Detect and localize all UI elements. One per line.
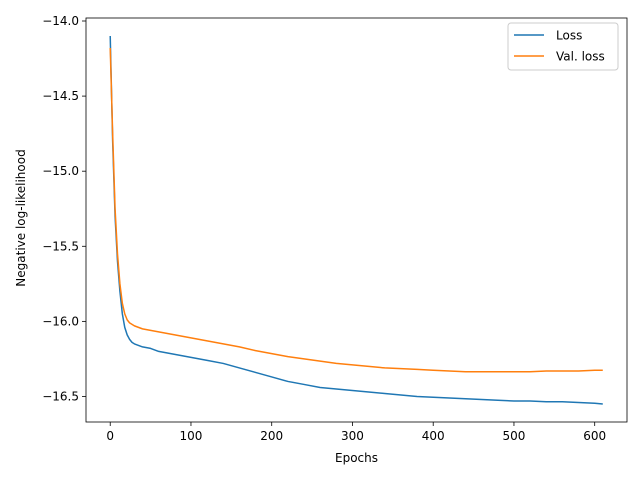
y-tick-label: −16.0 xyxy=(42,314,79,328)
plot-area xyxy=(86,18,627,422)
y-tick-label: −16.5 xyxy=(42,389,79,403)
x-axis-ticks: 0 100 200 300 400 500 600 xyxy=(106,422,606,443)
plot-background xyxy=(86,18,627,422)
y-tick-label: −15.0 xyxy=(42,164,79,178)
y-axis-ticks: −14.0 −14.5 −15.0 −15.5 −16.0 −16.5 xyxy=(42,14,86,403)
x-tick-label: 600 xyxy=(583,429,606,443)
axes-frame xyxy=(85,17,628,423)
legend: Loss Val. loss xyxy=(507,22,619,71)
x-tick-label: 200 xyxy=(260,429,283,443)
y-tick-label: −14.5 xyxy=(42,89,79,103)
x-tick-label: 500 xyxy=(503,429,526,443)
x-tick-label: 300 xyxy=(341,429,364,443)
x-tick-label: 400 xyxy=(422,429,445,443)
x-axis-label: Epochs xyxy=(335,451,378,465)
x-tick-label: 0 xyxy=(106,429,114,443)
y-tick-label: −15.5 xyxy=(42,239,79,253)
axes xyxy=(85,17,628,423)
x-tick-label: 100 xyxy=(180,429,203,443)
y-axis-label: Negative log-likelihood xyxy=(14,149,28,286)
series-line-loss xyxy=(109,36,603,405)
y-tick-label: −14.0 xyxy=(42,14,79,28)
legend-label-val-loss: Val. loss xyxy=(556,50,605,64)
series-group xyxy=(109,36,603,405)
legend-label-loss: Loss xyxy=(556,29,582,43)
series-line-val-loss xyxy=(109,48,603,373)
